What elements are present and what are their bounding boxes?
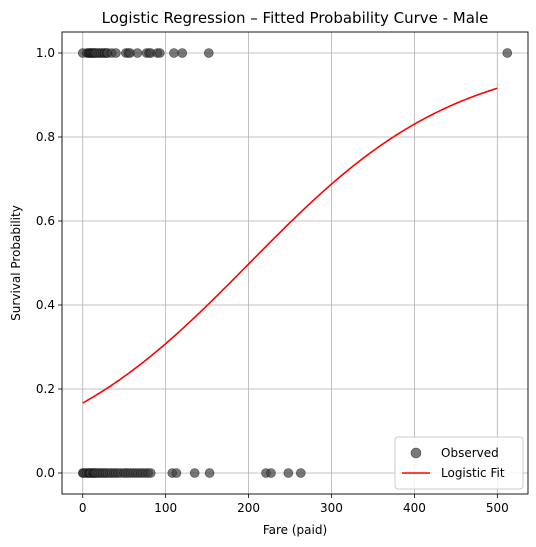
y-tick-label: 0.2 — [36, 382, 55, 396]
legend-box — [394, 436, 524, 490]
legend-label-observed: Observed — [441, 446, 499, 460]
x-ticks: 0 100 200 300 400 500 — [79, 494, 509, 515]
x-tick-label: 300 — [320, 501, 343, 515]
legend-label-logistic-fit: Logistic Fit — [441, 466, 505, 480]
grid — [62, 32, 528, 494]
x-tick-label: 100 — [154, 501, 177, 515]
chart-title: Logistic Regression – Fitted Probability… — [102, 9, 489, 27]
y-tick-label: 0.8 — [36, 130, 55, 144]
y-tick-label: 0.0 — [36, 466, 55, 480]
observed-point — [132, 48, 143, 58]
plot-frame — [61, 31, 529, 495]
legend-marker-observed — [410, 447, 422, 459]
legend: Observed Logistic Fit — [394, 436, 524, 490]
x-tick-label: 400 — [403, 501, 426, 515]
observed-point — [283, 468, 294, 478]
observed-point — [296, 468, 306, 478]
observed-point — [189, 468, 200, 478]
y-ticks: 0.0 0.2 0.4 0.6 0.8 1.0 — [36, 46, 62, 480]
observed-point — [171, 468, 182, 478]
y-tick-label: 1.0 — [36, 46, 55, 60]
observed-point — [203, 48, 214, 58]
x-tick-label: 500 — [486, 501, 509, 515]
y-tick-label: 0.4 — [36, 298, 55, 312]
observed-point — [502, 48, 513, 58]
observed-points — [77, 48, 513, 478]
x-axis-label: Fare (paid) — [263, 523, 327, 537]
observed-point — [169, 48, 179, 58]
observed-point — [145, 468, 156, 478]
y-tick-label: 0.6 — [36, 214, 55, 228]
observed-point — [177, 48, 188, 58]
logistic-fit-line — [82, 87, 498, 404]
y-axis-label: Survival Probability — [9, 205, 23, 321]
observed-point — [266, 468, 276, 478]
observed-point — [111, 48, 121, 58]
observed-point — [155, 48, 165, 58]
observed-point — [204, 468, 215, 478]
x-tick-label: 200 — [237, 501, 260, 515]
x-tick-label: 0 — [79, 501, 87, 515]
